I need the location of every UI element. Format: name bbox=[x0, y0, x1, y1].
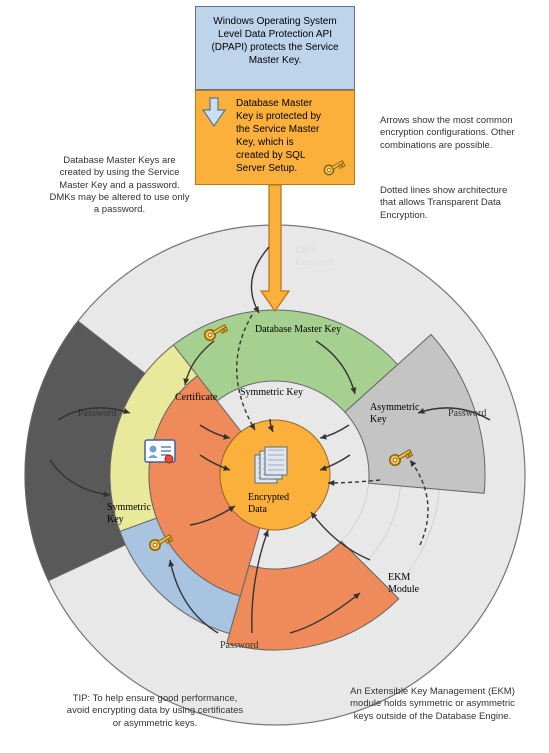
note-arrows: Arrows show the most common encryption c… bbox=[380, 115, 525, 152]
label-encrypted: Data bbox=[248, 504, 267, 515]
dpapi-box: Windows Operating System Level Data Prot… bbox=[195, 6, 355, 90]
chevron-down-icon bbox=[196, 95, 232, 131]
label-sym-key-left: Key bbox=[107, 514, 124, 525]
label-asym-key: Key bbox=[370, 414, 387, 425]
label-sym-key-inner: Symmetric Key bbox=[240, 387, 303, 398]
label-sym-key-left: Symmetric bbox=[107, 502, 151, 513]
key-icon bbox=[322, 158, 348, 178]
note-dmk-create: Database Master Keys are created by usin… bbox=[47, 155, 192, 217]
label-ekm: Module bbox=[388, 584, 420, 595]
note-tip: TIP: To help ensure good performance, av… bbox=[65, 693, 245, 730]
label-certificate: Certificate bbox=[175, 392, 218, 403]
label-ekm: EKM bbox=[388, 572, 410, 583]
dmk-box: Database Master Key is protected by the … bbox=[195, 90, 355, 185]
label-asym-key: Asymmetric bbox=[370, 402, 420, 413]
note-ekm: An Extensible Key Management (EKM) modul… bbox=[345, 686, 520, 723]
zone-password: Password bbox=[220, 640, 258, 651]
label-dmk: Database Master Key bbox=[255, 324, 341, 335]
label-dmk-password: Password bbox=[295, 257, 333, 268]
note-dotted: Dotted lines show architecture that allo… bbox=[380, 185, 525, 222]
zone-password: Password bbox=[448, 408, 486, 419]
label-dmk-password: DMK bbox=[295, 245, 319, 256]
label-encrypted: Encrypted bbox=[248, 492, 289, 503]
dpapi-text: Windows Operating System Level Data Prot… bbox=[196, 7, 354, 75]
